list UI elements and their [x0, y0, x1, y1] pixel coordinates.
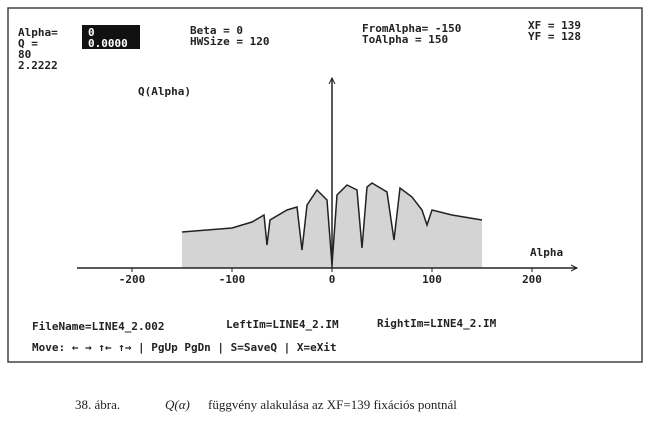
area	[182, 183, 482, 268]
x-tick-label: -100	[219, 273, 246, 286]
plot: -200 -100 0 100 200	[77, 76, 579, 286]
header-line: 80	[18, 48, 31, 61]
x-tick-label: 100	[422, 273, 442, 286]
from-alpha: FromAlpha= -150	[362, 22, 461, 35]
q-label: Q =	[18, 37, 38, 50]
header-line: 2.2222	[18, 59, 58, 72]
to-alpha: ToAlpha = 150	[362, 33, 448, 46]
filename: FileName=LINE4_2.002	[32, 320, 164, 333]
hwsize: HWSize = 120	[190, 35, 269, 48]
caption-number: 38. ábra.	[75, 397, 120, 412]
curve	[181, 182, 483, 266]
y-axis-arrow	[328, 76, 336, 85]
value-box	[82, 25, 140, 49]
q-value: 0.0000	[88, 37, 128, 50]
alpha-label: Alpha=	[18, 26, 58, 39]
x-axis-arrow	[570, 264, 579, 272]
x-tick-label: 0	[329, 273, 336, 286]
right-image: RightIm=LINE4_2.IM	[377, 317, 497, 330]
yf: YF = 128	[528, 30, 581, 43]
caption-symbol: Q(α)	[165, 397, 190, 412]
beta: Beta = 0	[190, 24, 243, 37]
xf: XF = 139	[528, 19, 581, 32]
x-tick-label: -200	[119, 273, 146, 286]
x-axis-label: Alpha	[530, 246, 563, 259]
y-axis-label: Q(Alpha)	[138, 85, 191, 98]
left-image: LeftIm=LINE4_2.IM	[226, 318, 339, 331]
x-tick-label: 200	[522, 273, 542, 286]
key-help: Move: ← → ↑← ↑→ | PgUp PgDn | S=SaveQ | …	[32, 341, 337, 354]
caption-text: függvény alakulása az XF=139 fixációs po…	[208, 397, 457, 412]
alpha-value: 0	[88, 26, 95, 39]
screen-frame	[7, 7, 643, 363]
